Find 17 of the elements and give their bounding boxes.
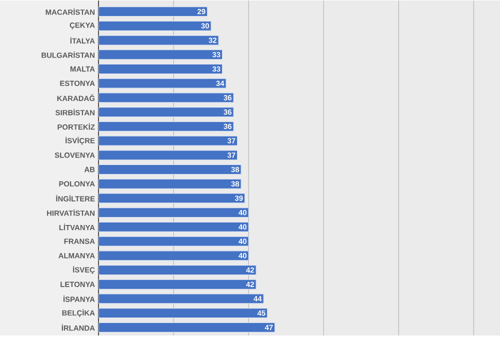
bar: [98, 222, 249, 232]
bar: [98, 264, 256, 275]
bar: [98, 6, 208, 16]
bar: [98, 279, 256, 290]
bar: [98, 49, 223, 60]
bar: [98, 322, 276, 332]
bar: [98, 250, 249, 261]
bar: [98, 121, 234, 132]
bar: [98, 164, 242, 174]
bar: [98, 20, 212, 31]
bar: [98, 106, 234, 117]
bar: [98, 78, 226, 88]
bar: [98, 150, 238, 160]
bar: [98, 308, 268, 318]
bar: [98, 178, 242, 189]
bar: [98, 64, 223, 74]
bar: [98, 207, 249, 218]
